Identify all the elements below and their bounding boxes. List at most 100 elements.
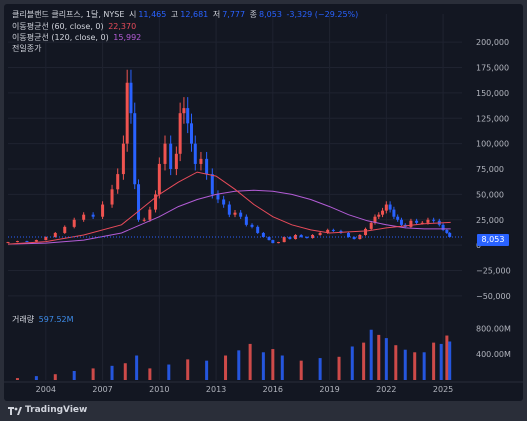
candle-body	[53, 232, 57, 238]
volume-bar	[205, 360, 209, 380]
volume-bar	[15, 378, 19, 380]
time-tick-label: 2007	[92, 385, 112, 394]
volume-bar	[439, 343, 443, 380]
candle-body	[282, 237, 286, 243]
price-tick-label: 75,000	[476, 165, 504, 174]
candle-body	[137, 184, 141, 220]
candle-body	[271, 240, 275, 244]
high-label: 고	[170, 10, 179, 19]
chart-panel[interactable]: 200,000 175,000 150,000 125,000 100,000 75,00…	[4, 4, 523, 401]
candle-body	[377, 214, 381, 217]
candle-body	[227, 204, 231, 215]
candle-body	[384, 204, 388, 211]
volume-bar	[271, 349, 275, 380]
candle-body	[121, 143, 125, 175]
volume-bar	[448, 341, 452, 380]
candle-body	[420, 222, 424, 224]
legend-main-line: 클리블랜드 클리프스, 1달, NYSE 시 11,465 고 12,681 저 7,…	[12, 10, 360, 20]
volume-bar	[413, 352, 417, 380]
candle-body	[373, 216, 377, 223]
candle-body	[91, 214, 95, 217]
high-value: 12,681	[180, 10, 209, 19]
volume-bar	[34, 376, 38, 380]
candle-body	[352, 237, 356, 240]
open-label: 시	[128, 10, 137, 19]
candle-body	[101, 204, 105, 217]
close-label: 종	[249, 10, 258, 19]
candle-body	[148, 209, 152, 220]
volume-bar	[362, 342, 366, 380]
volume-bar	[72, 370, 76, 380]
volume-bar	[422, 352, 426, 380]
volume-value: 597.52M	[38, 315, 74, 324]
candle-body	[193, 143, 197, 164]
candle-body	[396, 216, 400, 220]
tradingview-logo-icon[interactable]	[8, 406, 22, 416]
volume-tick-label: 800.00M	[476, 324, 511, 333]
volume-bar	[280, 355, 284, 380]
candle-body	[169, 143, 173, 170]
volume-bar	[261, 352, 265, 380]
candle-body	[182, 108, 186, 114]
candle-body	[174, 153, 178, 170]
volume-bar	[110, 365, 114, 380]
price-chart[interactable]: 200,000 175,000 150,000 125,000 100,000 75,00…	[4, 4, 523, 401]
candle-body	[116, 174, 120, 190]
volume-bars	[15, 329, 452, 380]
candle-body	[142, 219, 146, 221]
volume-bar	[248, 343, 252, 380]
candle-body	[392, 209, 396, 217]
candle-body	[125, 82, 129, 144]
volume-bar	[123, 363, 127, 380]
candle-body	[82, 214, 86, 220]
low-label: 저	[212, 10, 221, 19]
volume-bar	[384, 338, 388, 380]
time-tick-label: 2016	[263, 385, 283, 394]
candle-body	[186, 108, 190, 124]
price-tick-label: 125,000	[476, 114, 509, 123]
candle-body	[267, 237, 271, 241]
time-tick-label: 2022	[376, 385, 396, 394]
candle-body	[205, 158, 209, 175]
candle-body	[432, 219, 436, 221]
candle-body	[133, 113, 137, 185]
symbol-label[interactable]: 클리블랜드 클리프스, 1달, NYSE	[12, 10, 125, 19]
legend-ma120[interactable]: 이동평균선 (120, close, 0) 15,992	[12, 33, 143, 43]
volume-bar	[403, 349, 407, 380]
price-tick-label: −50,000	[476, 292, 511, 301]
candle-body	[441, 224, 445, 230]
candle-body	[239, 212, 243, 217]
price-tick-label: 25,000	[476, 216, 504, 225]
volume-bar	[135, 355, 139, 380]
footer-bar: TradingView	[0, 401, 527, 421]
candle-body	[381, 210, 385, 215]
time-axis-labels: 2004 2007 2010 2013 2016 2019 2022 2025	[36, 385, 454, 394]
time-tick-label: 2019	[319, 385, 339, 394]
price-candles	[6, 69, 452, 244]
change-value: -3,329 (−29.25%)	[286, 10, 359, 19]
legend-prev-close[interactable]: 전일종가	[12, 44, 43, 54]
grid	[4, 14, 523, 383]
ma60-label: 이동평균선 (60, close, 0)	[12, 22, 104, 31]
candle-body	[210, 174, 214, 195]
candle-body	[34, 240, 38, 242]
volume-bar	[394, 345, 398, 380]
candle-body	[277, 242, 281, 244]
candle-body	[222, 199, 226, 205]
candle-body	[294, 234, 298, 240]
volume-bar	[445, 335, 449, 380]
prev-close-label: 전일종가	[12, 44, 42, 53]
candle-body	[189, 123, 193, 144]
legend-ma60[interactable]: 이동평균선 (60, close, 0) 22,370	[12, 22, 138, 32]
candle-body	[445, 229, 449, 233]
close-value: 8,053	[259, 10, 282, 19]
brand-name[interactable]: TradingView	[25, 405, 88, 415]
price-tick-label: 200,000	[476, 38, 509, 47]
candle-body	[347, 232, 350, 238]
ma120-line	[7, 189, 451, 245]
candle-body	[72, 219, 76, 227]
price-tick-label: 150,000	[476, 89, 509, 98]
volume-legend[interactable]: 거래량 597.52M	[12, 315, 76, 325]
candle-body	[244, 216, 248, 225]
